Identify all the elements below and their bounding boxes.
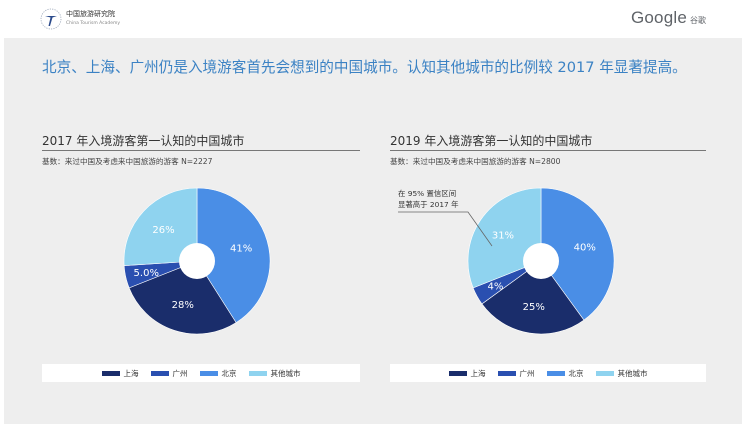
chart-2017-subtitle: 基数：来过中国及考虑来中国旅游的游客 N=2227: [42, 157, 213, 166]
data-label-others: 26%: [152, 225, 174, 236]
annotation-leader-line: [398, 211, 493, 247]
slide: 北京、上海、广州仍是入境游客首先会想到的中国城市。认知其他城市的比例较 2017…: [4, 38, 742, 424]
legend-label: 广州: [172, 368, 188, 378]
pie-slice-beijing: [540, 187, 615, 321]
data-label-others: 31%: [492, 231, 514, 242]
brand-name-cn: 谷歌: [690, 16, 706, 25]
legend-label: 上海: [470, 368, 486, 378]
pie-slice-shanghai: [128, 260, 237, 335]
annotation-line-1: 在 95% 置信区间: [398, 189, 457, 198]
pie-slice-beijing: [196, 187, 271, 324]
legend-item-others: 其他城市: [248, 368, 301, 379]
legend-item-beijing: 北京: [199, 368, 237, 379]
brand-name: Google: [630, 8, 687, 27]
legend-swatch: [448, 370, 467, 376]
chart-2017-divider: [42, 150, 360, 151]
data-label-guangzhou: 4%: [487, 282, 503, 293]
legend-label: 其他城市: [270, 368, 301, 378]
legend-label: 北京: [221, 368, 237, 378]
chart-2019-pie: 40% 25% 4% 31%: [467, 187, 615, 335]
brand-logo: Google 谷歌: [631, 8, 706, 28]
legend-item-guangzhou: 广州: [497, 368, 535, 379]
data-label-shanghai: 25%: [523, 302, 545, 313]
donut-hole: [523, 243, 559, 279]
chart-2019-divider: [390, 150, 706, 151]
legend-item-shanghai: 上海: [448, 368, 486, 379]
chart-2019-legend: 上海 广州 北京 其他城市: [390, 364, 706, 382]
chart-2017-title: 2017 年入境游客第一认知的中国城市: [42, 134, 245, 148]
org-logo: 中国旅游研究院 China Tourism Academy: [40, 8, 120, 30]
pie-slice-others: [123, 187, 198, 266]
chart-2019-title: 2019 年入境游客第一认知的中国城市: [390, 134, 593, 148]
pie-slice-others: [467, 187, 542, 289]
data-label-shanghai: 28%: [172, 300, 194, 311]
legend-item-beijing: 北京: [546, 368, 584, 379]
chart-2017-pie: 41% 28% 5.0% 26%: [123, 187, 271, 335]
chart-2019-annotation: 在 95% 置信区间 显著高于 2017 年: [398, 188, 458, 210]
annotation-line-2: 显著高于 2017 年: [398, 200, 459, 209]
legend-label: 其他城市: [617, 368, 648, 378]
chart-2017-legend: 上海 广州 北京 其他城市: [42, 364, 360, 382]
org-logo-icon: [40, 8, 62, 30]
org-name-en: China Tourism Academy: [66, 21, 121, 26]
legend-swatch: [199, 370, 218, 376]
top-bar: 中国旅游研究院 China Tourism Academy Google 谷歌: [0, 0, 746, 36]
pie-slice-shanghai: [481, 260, 585, 335]
legend-label: 上海: [123, 368, 139, 378]
legend-swatch: [150, 370, 169, 376]
legend-swatch: [497, 370, 516, 376]
donut-hole: [179, 243, 215, 279]
legend-swatch: [595, 370, 614, 376]
data-label-beijing: 40%: [574, 242, 596, 253]
data-label-guangzhou: 5.0%: [134, 268, 159, 279]
legend-item-others: 其他城市: [595, 368, 648, 379]
legend-label: 广州: [519, 368, 535, 378]
legend-swatch: [248, 370, 267, 376]
legend-item-guangzhou: 广州: [150, 368, 188, 379]
legend-swatch: [546, 370, 565, 376]
legend-label: 北京: [568, 368, 584, 378]
legend-item-shanghai: 上海: [101, 368, 139, 379]
data-label-beijing: 41%: [230, 244, 252, 255]
legend-swatch: [101, 370, 120, 376]
chart-2019-subtitle: 基数：来过中国及考虑来中国旅游的游客 N=2800: [390, 157, 561, 166]
headline: 北京、上海、广州仍是入境游客首先会想到的中国城市。认知其他城市的比例较 2017…: [42, 59, 687, 76]
org-name: 中国旅游研究院: [66, 10, 115, 18]
